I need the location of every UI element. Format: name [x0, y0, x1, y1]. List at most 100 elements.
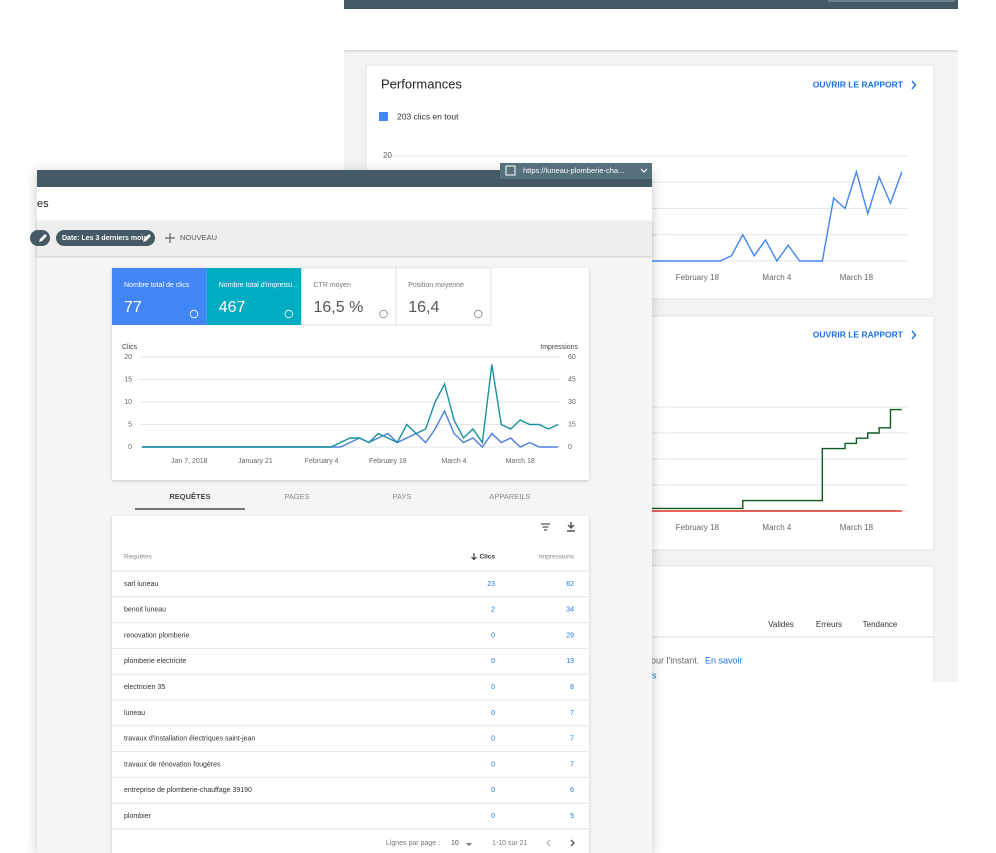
y-tick-label: 5 [128, 421, 132, 428]
property-url[interactable]: https://luneau-plomberie-cha... [523, 166, 624, 175]
query[interactable]: luneau [124, 710, 145, 717]
date-filter[interactable]: Date: Les 3 derniers mois [62, 235, 147, 242]
edit-icon[interactable] [143, 234, 151, 242]
help-icon [379, 309, 388, 319]
next-page[interactable] [570, 839, 575, 847]
plus-icon[interactable] [165, 233, 175, 243]
metric-tile[interactable] [112, 268, 207, 325]
front-window: https://luneau-plomberie-cha... es Date:… [30, 163, 652, 853]
y-tick-label: 0 [128, 444, 132, 451]
metric-value: 467 [219, 299, 246, 316]
cell-value: 0 [491, 813, 495, 820]
tab[interactable]: PAYS [393, 492, 412, 501]
page-title: es [37, 198, 49, 210]
learn-more-link[interactable]: En savoir [705, 655, 743, 665]
tab[interactable]: PAGES [284, 492, 309, 501]
cell-value: 0 [491, 710, 495, 717]
query[interactable]: plombier [124, 813, 152, 820]
header-bar [37, 187, 652, 221]
card-title: Performances [381, 76, 462, 91]
y-tick-label: 20 [383, 151, 392, 160]
x-tick-label: Jan 7, 2018 [171, 458, 208, 465]
download-icon[interactable] [567, 522, 575, 532]
new-filter[interactable]: NOUVEAU [180, 233, 217, 242]
tab-indicator [135, 508, 245, 510]
x-tick-label: February 18 [369, 458, 407, 465]
column-header[interactable]: Clics [479, 554, 495, 561]
sort-arrow [471, 553, 477, 561]
cell-value: 0 [491, 684, 495, 691]
cell-value: 0 [491, 787, 495, 794]
top-bar [344, 0, 958, 9]
x-tick-label: March 18 [840, 273, 874, 282]
metric-tile[interactable] [206, 268, 302, 325]
filter-icon[interactable] [541, 523, 550, 531]
cell-value: 7 [570, 710, 574, 717]
table-card [112, 516, 589, 853]
y2-tick-label: 15 [568, 421, 576, 428]
y-tick-label: 20 [124, 354, 132, 361]
dropdown-arrow[interactable] [640, 168, 648, 173]
open-report-link[interactable]: OUVRIR LE RAPPORT [813, 329, 904, 339]
x-tick-label: March 18 [506, 458, 535, 465]
cell-value: 7 [570, 736, 574, 743]
clicks-impressions-chart: 0 5 10 15 20 Jan 7, 2018 January 21 February 4 F… [122, 344, 579, 465]
cell-value: 13 [566, 658, 574, 665]
legend-label: 203 clics en tout [397, 111, 459, 121]
chevron[interactable] [911, 80, 917, 90]
y2-tick-label: 60 [568, 354, 576, 361]
y2-tick-label: 45 [568, 376, 576, 383]
x-tick-label: February 18 [676, 523, 720, 532]
open-report-link[interactable]: OUVRIR LE RAPPORT [813, 79, 904, 89]
tab[interactable]: REQUÊTES [169, 492, 210, 501]
metric-value: 16,4 [408, 299, 439, 316]
cell-value: 0 [491, 761, 495, 768]
cell-value: 5 [570, 813, 574, 820]
edit-icon[interactable] [39, 234, 47, 242]
query[interactable]: plomberie electricite [124, 658, 186, 665]
chevron[interactable] [911, 330, 917, 340]
link[interactable]: s [652, 670, 657, 680]
search-box [828, 0, 955, 2]
tab[interactable]: APPAREILS [489, 492, 530, 501]
date-chip[interactable] [56, 230, 155, 246]
query[interactable]: travaux de rénovation fougères [124, 761, 221, 768]
legend-swatch [379, 112, 388, 121]
query[interactable]: electricien 35 [124, 684, 165, 691]
column-header: Tendance [863, 620, 898, 629]
cell-value: 0 [491, 736, 495, 743]
data-line [142, 364, 559, 448]
query[interactable]: sarl luneau [124, 581, 158, 588]
top-bar [37, 170, 652, 187]
x-tick-label: March 4 [762, 523, 791, 532]
y-tick-label: 10 [124, 399, 132, 406]
x-tick-label: March 4 [441, 458, 466, 465]
x-tick-label: February 4 [305, 458, 339, 465]
cell-value: 29 [566, 632, 574, 639]
column-header[interactable]: Requêtes [124, 554, 153, 561]
y-axis-label: Clics [122, 344, 138, 351]
query[interactable]: benoit luneau [124, 607, 166, 614]
x-tick-label: March 18 [840, 523, 874, 532]
metric-tile[interactable] [395, 267, 492, 326]
rows-per-page[interactable]: 10 [451, 840, 459, 847]
column-header: Erreurs [816, 620, 842, 629]
prev-page[interactable] [546, 839, 551, 847]
cell-value: 0 [491, 658, 495, 665]
info-text: our l'instant. [651, 655, 699, 665]
cell-value: 62 [566, 581, 574, 588]
metric-label: CTR moyen [314, 282, 351, 289]
url-chip[interactable] [500, 163, 652, 179]
y2-tick-label: 30 [568, 399, 576, 406]
query[interactable]: renovation plomberie [124, 632, 189, 639]
filter-chip[interactable] [30, 230, 50, 246]
column-header[interactable]: Impressions [539, 554, 575, 561]
dropdown-arrow[interactable] [466, 843, 472, 846]
metric-tile[interactable] [301, 267, 397, 326]
cell-value: 8 [570, 684, 574, 691]
metric-label: Position moyenne [408, 282, 464, 289]
query[interactable]: travaux d'installation électriques saint… [124, 736, 255, 743]
query[interactable]: entreprise de plomberie-chauffage 39190 [124, 787, 252, 794]
